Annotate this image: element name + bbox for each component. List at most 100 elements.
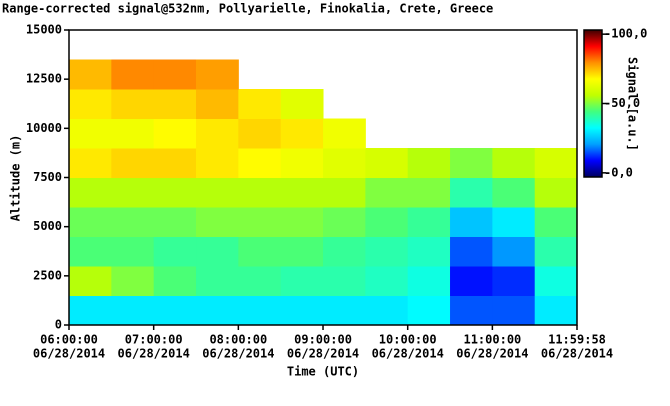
heatmap-cell (407, 177, 451, 208)
heatmap-cell (196, 266, 239, 296)
heatmap-cell (534, 207, 578, 237)
heatmap-cell (323, 266, 366, 296)
x-tick-label: 06:00:00 (40, 333, 98, 347)
heatmap-cell (450, 295, 493, 326)
heatmap-cell (534, 295, 578, 326)
y-tick-label: 15000 (26, 23, 62, 37)
y-tick-label: 2500 (33, 268, 62, 282)
heatmap-cell (323, 207, 366, 237)
heatmap-cell (111, 59, 155, 90)
heatmap-cell (238, 266, 282, 296)
heatmap-cell (492, 177, 536, 208)
heatmap-cell (323, 236, 366, 267)
colorbar-label: Signal [a.u.] (626, 57, 640, 151)
y-tick-label: 10000 (26, 121, 62, 135)
heatmap-cell (69, 177, 112, 208)
heatmap-cell (196, 207, 239, 237)
heatmap-cell (450, 236, 493, 267)
x-tick-label: 11:59:58 (548, 333, 606, 347)
heatmap-cell (323, 177, 366, 208)
heatmap-cell (238, 118, 282, 149)
x-tick-label: 10:00:00 (379, 333, 437, 347)
heatmap-cell (280, 266, 324, 296)
heatmap-cell (196, 89, 239, 119)
heatmap-cell (111, 118, 155, 149)
heatmap-cell (196, 236, 239, 267)
y-tick-label: 0 (55, 318, 62, 332)
x-tick-label: 07:00:00 (125, 333, 183, 347)
colorbar (583, 29, 603, 178)
heatmap-cell (492, 207, 536, 237)
heatmap-cell (450, 266, 493, 296)
x-tick-label: 11:00:00 (463, 333, 521, 347)
heatmap-cell (111, 177, 155, 208)
heatmap-cell (280, 118, 324, 149)
heatmap-cell (238, 295, 282, 326)
colorbar-tick-label: -50,0 (604, 96, 640, 110)
heatmap-cell (238, 148, 282, 178)
heatmap-cell (407, 148, 451, 178)
x-tick-date: 06/28/2014 (202, 347, 274, 361)
heatmap-cell (196, 59, 239, 90)
x-tick-date: 06/28/2014 (456, 347, 528, 361)
heatmap-cell (196, 177, 239, 208)
heatmap-cell (280, 236, 324, 267)
chart-title: Range-corrected signal@532nm, Pollyariel… (2, 2, 493, 16)
heatmap-cell (153, 266, 197, 296)
heatmap-cell (280, 177, 324, 208)
heatmap-cell (492, 148, 536, 178)
heatmap-cell (365, 266, 409, 296)
heatmap-cell (196, 118, 239, 149)
x-tick-label: 08:00:00 (209, 333, 267, 347)
heatmap-cell (153, 59, 197, 90)
heatmap-cell (365, 236, 409, 267)
x-tick-label: 09:00:00 (294, 333, 352, 347)
heatmap-cell (196, 148, 239, 178)
heatmap-cell (238, 236, 282, 267)
heatmap-cell (69, 266, 112, 296)
heatmap-cell (280, 148, 324, 178)
heatmap-cell (69, 89, 112, 119)
heatmap-cell (323, 148, 366, 178)
heatmap-cell (238, 177, 282, 208)
y-tick-label: 5000 (33, 219, 62, 233)
heatmap-cell (492, 236, 536, 267)
heatmap-cell (365, 148, 409, 178)
heatmap-cell (111, 207, 155, 237)
heatmap-cell (407, 266, 451, 296)
heatmap-cell (407, 207, 451, 237)
y-axis-label: Altitude (m) (9, 135, 23, 222)
heatmap-cell (365, 295, 409, 326)
x-tick-date: 06/28/2014 (33, 347, 105, 361)
heatmap-cell (407, 295, 451, 326)
heatmap-cell (323, 118, 366, 149)
x-axis-label: Time (UTC) (287, 365, 359, 379)
heatmap-cell (153, 295, 197, 326)
heatmap-cell (69, 207, 112, 237)
heatmap-cell (407, 236, 451, 267)
colorbar-tick-label: -100,0 (604, 27, 647, 41)
heatmap-cell (534, 148, 578, 178)
x-tick-date: 06/28/2014 (541, 347, 613, 361)
heatmap-cell (450, 207, 493, 237)
heatmap-cell (153, 118, 197, 149)
heatmap-cell (111, 89, 155, 119)
heatmap-cell (450, 148, 493, 178)
x-tick-date: 06/28/2014 (287, 347, 359, 361)
heatmap-cell (111, 295, 155, 326)
heatmap-cell (153, 177, 197, 208)
heatmap-cell (280, 207, 324, 237)
heatmap-cell (238, 89, 282, 119)
heatmap-cell (69, 118, 112, 149)
x-tick-date: 06/28/2014 (372, 347, 444, 361)
heatmap-cell (69, 295, 112, 326)
heatmap-cell (196, 295, 239, 326)
heatmap-cell (153, 207, 197, 237)
heatmap-cell (69, 148, 112, 178)
heatmap-cell (69, 59, 112, 90)
heatmap-cell (153, 148, 197, 178)
y-tick-label: 7500 (33, 170, 62, 184)
heatmap-cell (365, 177, 409, 208)
heatmap-cell (280, 295, 324, 326)
